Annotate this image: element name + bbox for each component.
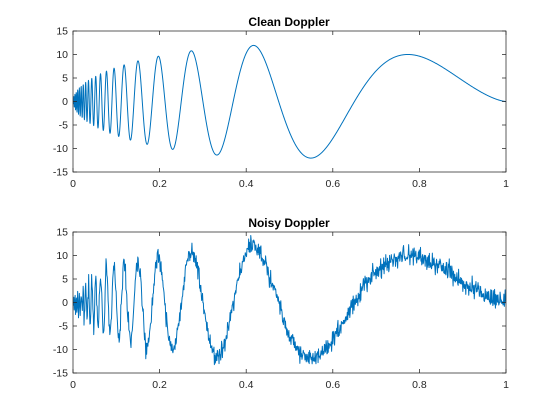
x-tick-label: 0: [70, 379, 76, 391]
series-line: [73, 235, 506, 366]
axes-noisy-doppler: Noisy Doppler 0 0.2 0.4 0.6 0.8 1 -15 -10 -5 0 5 10…: [53, 216, 509, 391]
y-tick-label: 15: [56, 227, 68, 239]
x-tick-label: 1: [503, 178, 509, 190]
y-tick-label: 5: [62, 274, 68, 286]
chart-title: Clean Doppler: [248, 15, 330, 29]
y-tick-label: -15: [53, 167, 68, 179]
axes-clean-doppler: Clean Doppler 0 0.2 0.4 0.6 0.8 1 -15 -10 -5 0 5 10…: [53, 15, 509, 190]
axes-box: [72, 231, 507, 374]
y-tick-label: 0: [62, 96, 68, 108]
plot-area: [73, 235, 506, 366]
x-tick-label: 0.8: [412, 178, 427, 190]
x-tick-label: 0.6: [325, 178, 340, 190]
x-tick-label: 0.4: [239, 379, 254, 391]
y-tick-label: -10: [53, 143, 68, 155]
y-tick-label: 10: [56, 250, 68, 262]
chart-title: Noisy Doppler: [248, 216, 330, 230]
x-tick-label: 1: [503, 379, 509, 391]
tick-layer: 0 0.2 0.4 0.6 0.8 1 -15 -10 -5 0 5 10 15: [53, 26, 509, 191]
y-tick-label: -15: [53, 368, 68, 380]
y-tick-label: 0: [62, 297, 68, 309]
y-tick-label: -5: [59, 321, 68, 333]
y-tick-label: -10: [53, 344, 68, 356]
x-tick-label: 0: [70, 178, 76, 190]
x-tick-label: 0.2: [152, 379, 167, 391]
y-tick-label: 15: [56, 26, 68, 38]
tick-layer: 0 0.2 0.4 0.6 0.8 1 -15 -10 -5 0 5 10 15: [53, 227, 509, 392]
series-line: [73, 44, 506, 159]
x-tick-label: 0.6: [325, 379, 340, 391]
axes-box: [72, 30, 507, 173]
y-tick-label: 5: [62, 73, 68, 85]
y-tick-label: -5: [59, 120, 68, 132]
x-tick-label: 0.2: [152, 178, 167, 190]
plot-area: [73, 44, 506, 159]
y-tick-label: 10: [56, 49, 68, 61]
x-tick-label: 0.4: [239, 178, 254, 190]
x-tick-label: 0.8: [412, 379, 427, 391]
